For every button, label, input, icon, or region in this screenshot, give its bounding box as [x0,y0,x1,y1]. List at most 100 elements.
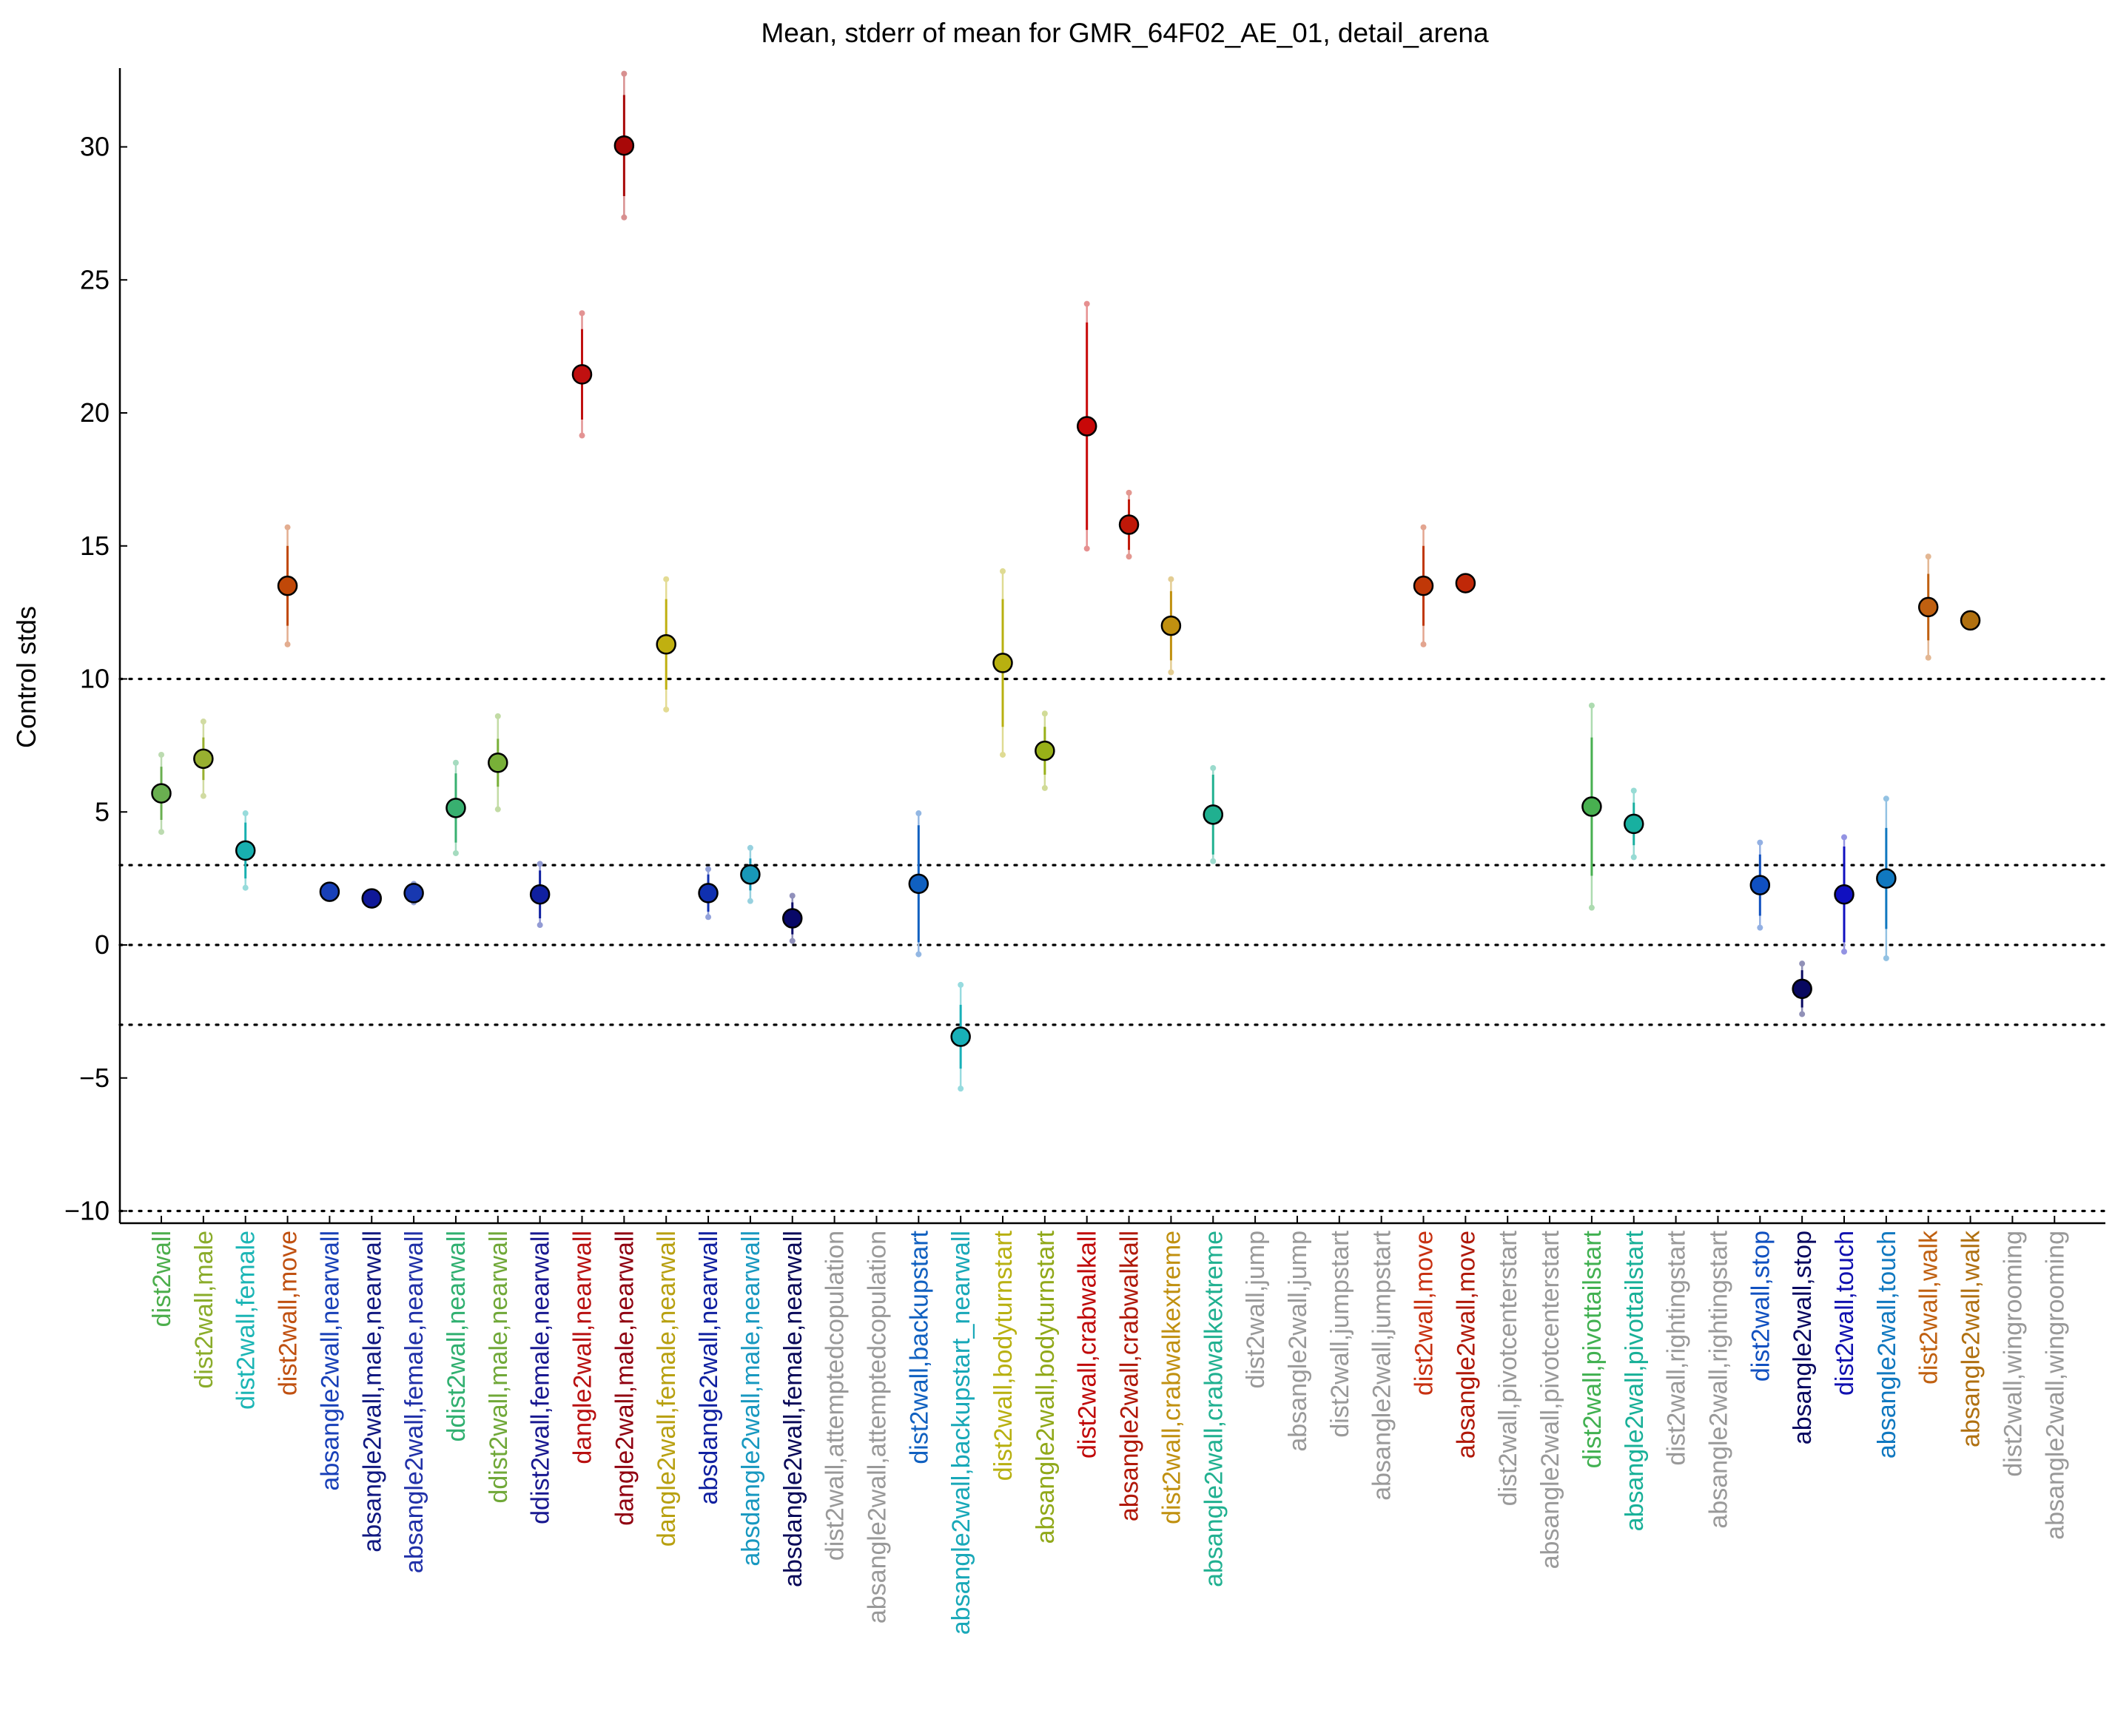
x-tick-label: absangle2wall,pivotcenterstart [1536,1230,1564,1569]
error-bar-cap [1925,654,1931,661]
data-point [445,798,466,818]
data-point [1960,610,1981,631]
x-tick-label: dist2wall,stop [1746,1231,1775,1382]
error-bar-cap [1630,787,1637,794]
error-bar-cap [242,884,249,891]
error-bar-cap [663,576,670,582]
x-tick-label: dist2wall,wingrooming [1999,1231,2027,1477]
x-tick-label: absangle2wall,male,nearwall [358,1231,386,1552]
x-tick-label: absangle2wall,move [1452,1231,1480,1459]
x-tick-label: dist2wall,pivottailstart [1578,1230,1607,1468]
data-point [656,634,676,655]
data-point [193,748,214,770]
error-bar-cap [1630,854,1637,861]
x-tick-label: absangle2wall,jumpstart [1368,1230,1396,1500]
error-bar-cap [494,806,501,813]
x-tick-label: absangle2wall,rightingstart [1704,1230,1732,1528]
y-tick-label: 10 [80,664,110,694]
error-bar-cap [1210,858,1217,864]
x-tick-label: absangle2wall,crabwalkall [1116,1231,1144,1521]
error-bar-cap [452,850,459,856]
x-tick-label: absangle2wall,nearwall [316,1231,344,1491]
error-bar-cap [579,432,585,439]
chart-title: Mean, stderr of mean for GMR_64F02_AE_01… [761,18,1489,48]
error-bar-cap [705,914,712,921]
x-tick-label: absangle2wall,pivottailstart [1621,1230,1649,1531]
data-point [1834,884,1855,905]
error-bar-cap [958,1086,964,1092]
data-point [151,783,172,804]
data-point [613,135,635,156]
y-tick-label: 30 [80,132,110,162]
error-bar-cap [747,898,753,904]
x-tick-label: absdangle2wall,nearwall [695,1231,723,1504]
error-bar-cap [1126,554,1132,560]
error-bar-cap [1210,764,1217,771]
x-tick-label: dangle2wall,male,nearwall [611,1231,639,1526]
error-bar-cap [242,810,249,817]
data-point [235,840,256,861]
data-point [1203,804,1223,825]
error-bar-cap [958,981,964,988]
x-tick-label: dist2wall,touch [1831,1231,1859,1396]
error-bar-cap [494,713,501,719]
data-point [571,364,593,385]
data-point [698,883,719,904]
error-bar-cap [1041,784,1048,791]
reference-lines [118,677,2107,1213]
error-bar-cap [452,759,459,766]
error-bar-cap [1083,545,1090,552]
error-bar-cap [705,866,712,872]
error-bar-cap [1126,489,1132,496]
y-axis-ticks: 30 25 20 15 10 5 0 −5 −10 [64,132,127,1226]
x-axis-labels: dist2wall dist2wall,male dist2wall,female d… [148,1230,2069,1635]
data-point [1581,796,1602,817]
error-bar-cap [1041,710,1048,717]
error-bar-cap [200,719,206,725]
error-bar-cap [158,829,164,835]
data-point [908,873,929,895]
error-bar-cap [1420,641,1427,647]
x-tick-label: ddist2wall,nearwall [443,1231,471,1441]
data-point [1749,875,1771,895]
data-point [277,575,298,596]
x-tick-label: absangle2wall,attemptedcopulation [863,1231,891,1624]
data-point [361,888,382,909]
x-tick-label: absangle2wall,crabwalkextreme [1200,1231,1228,1587]
data-point [1118,514,1140,535]
data-point [1917,596,1939,618]
x-tick-label: absangle2wall,female,nearwall [400,1231,428,1573]
error-bar-cap [200,793,206,799]
data-point [782,908,803,929]
error-bar-cap [1757,924,1763,931]
y-tick-label: 25 [80,264,110,295]
error-bar-cap [747,844,753,851]
error-bar-cap [1168,669,1174,676]
x-tick-label: dist2wall,crabwalkall [1074,1231,1102,1459]
data-point [1792,978,1812,1000]
x-tick-label: dist2wall,walk [1915,1230,1943,1385]
error-bar-cap [1588,702,1595,709]
error-bar-cap [579,310,585,317]
error-bar-cap [1420,524,1427,531]
data-point [1413,575,1434,596]
x-tick-label: dist2wall,attemptedcopulation [821,1231,850,1561]
x-tick-label: dist2wall,move [275,1231,303,1396]
x-tick-label: dist2wall,rightingstart [1663,1230,1691,1465]
error-bar-cap [158,751,164,758]
x-tick-label: absangle2wall,wingrooming [2041,1231,2069,1540]
error-bar-cap [1883,955,1889,961]
x-tick-label: absdangle2wall,male,nearwall [737,1231,765,1567]
error-bar-cap [621,70,628,77]
y-tick-label: −5 [79,1063,110,1093]
error-bar-cap [663,706,670,713]
x-tick-label: dist2wall,move [1410,1231,1439,1396]
x-tick-label: dist2wall,jumpstart [1326,1230,1354,1437]
x-tick-label: dist2wall,bodyturnstart [989,1230,1018,1481]
error-bar-cap [1168,576,1174,582]
data-point [488,752,508,773]
error-bar-cap [1799,960,1806,967]
error-bar-cap [915,810,922,817]
error-bar-cap [915,951,922,958]
